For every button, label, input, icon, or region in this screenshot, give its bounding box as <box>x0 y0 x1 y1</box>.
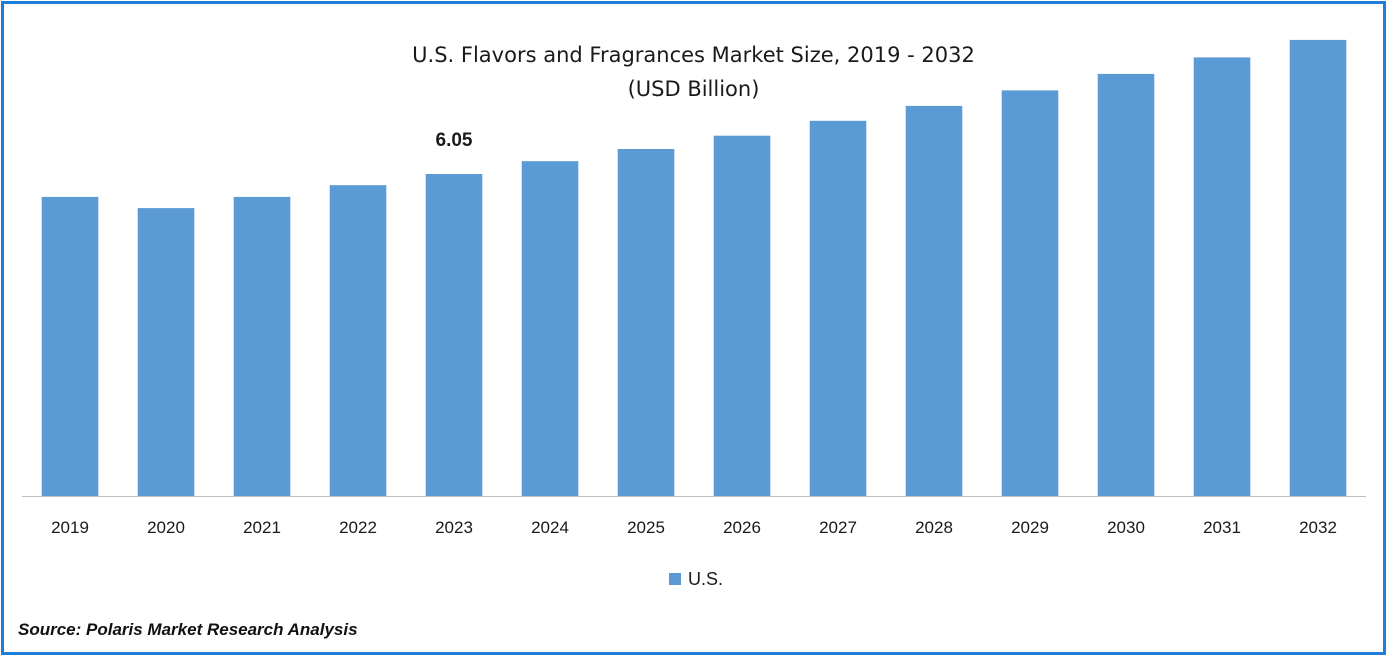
x-tick-label-2027: 2027 <box>819 518 857 537</box>
bar-2022 <box>329 185 387 496</box>
x-tick-label-2020: 2020 <box>147 518 185 537</box>
bar-2024 <box>521 161 579 496</box>
x-tick-label-2022: 2022 <box>339 518 377 537</box>
x-tick-label-2024: 2024 <box>531 518 569 537</box>
bar-2029 <box>1001 90 1059 497</box>
bar-2023 <box>425 174 483 496</box>
x-tick-label-2023: 2023 <box>435 518 473 537</box>
data-label-2023: 6.05 <box>436 130 473 151</box>
x-tick-label-2031: 2031 <box>1203 518 1241 537</box>
chart-title: U.S. Flavors and Fragrances Market Size,… <box>412 43 975 67</box>
bar-2021 <box>233 196 291 496</box>
bar-2028 <box>905 105 963 497</box>
x-tick-label-2021: 2021 <box>243 518 281 537</box>
x-tick-label-2026: 2026 <box>723 518 761 537</box>
bar-2027 <box>809 120 867 497</box>
x-tick-label-2030: 2030 <box>1107 518 1145 537</box>
x-tick-label-2019: 2019 <box>51 518 89 537</box>
source-note: Source: Polaris Market Research Analysis <box>18 620 358 639</box>
bar-2026 <box>713 135 771 496</box>
legend-label: U.S. <box>688 569 723 589</box>
chart-title-block: U.S. Flavors and Fragrances Market Size,… <box>0 38 1387 106</box>
bar-2030 <box>1097 73 1155 497</box>
bar-2032 <box>1289 39 1347 497</box>
x-tick-label-2028: 2028 <box>915 518 953 537</box>
chart-subtitle: (USD Billion) <box>627 77 760 101</box>
bar-2031 <box>1193 57 1251 497</box>
bar-2020 <box>137 208 195 496</box>
x-tick-label-2029: 2029 <box>1011 518 1049 537</box>
bar-2019 <box>41 196 99 496</box>
legend: U.S. <box>669 569 723 589</box>
x-tick-label-2032: 2032 <box>1299 518 1337 537</box>
bar-2025 <box>617 149 675 496</box>
x-tick-label-2025: 2025 <box>627 518 665 537</box>
legend-swatch <box>669 573 681 585</box>
